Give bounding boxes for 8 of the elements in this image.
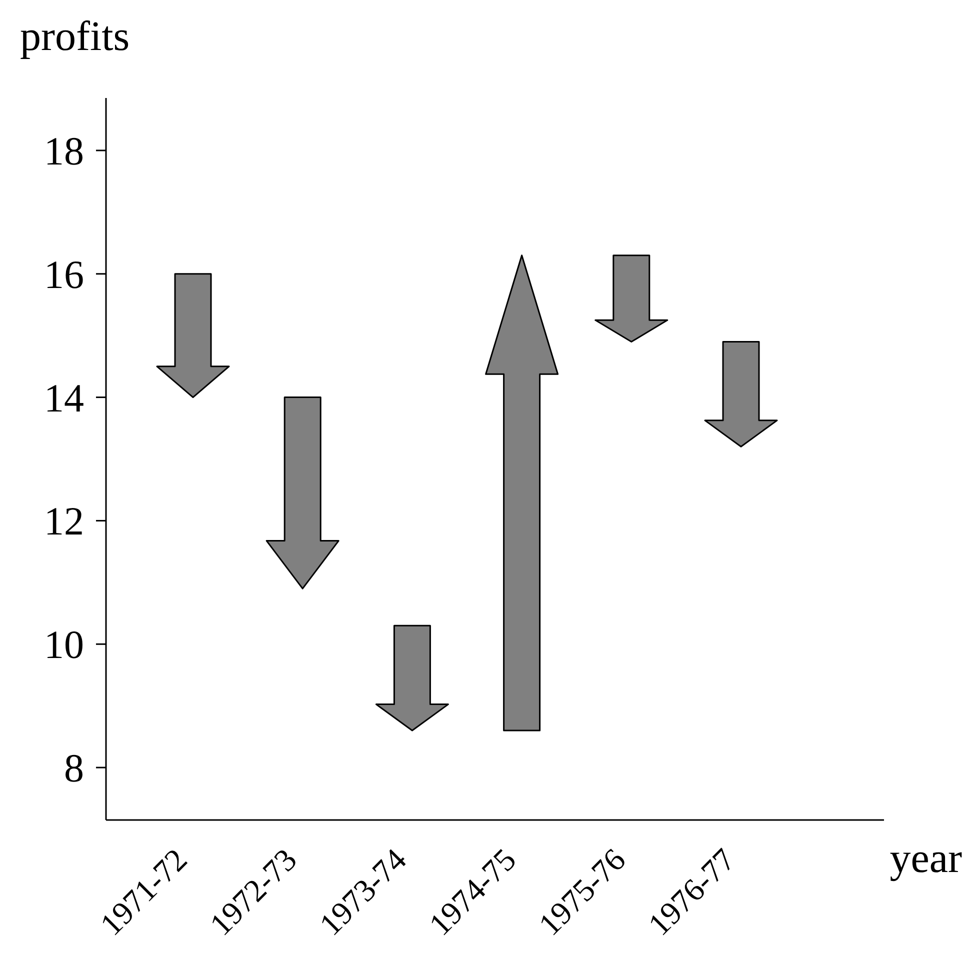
y-tick-label: 12 xyxy=(44,498,84,544)
y-axis-title: profits xyxy=(20,14,130,60)
y-tick-label: 18 xyxy=(44,128,84,174)
y-tick-label: 8 xyxy=(64,746,84,791)
x-axis-title: year xyxy=(890,836,962,882)
y-tick-label: 16 xyxy=(44,252,84,297)
y-tick-label: 14 xyxy=(44,375,84,420)
y-tick-label: 10 xyxy=(44,622,84,668)
